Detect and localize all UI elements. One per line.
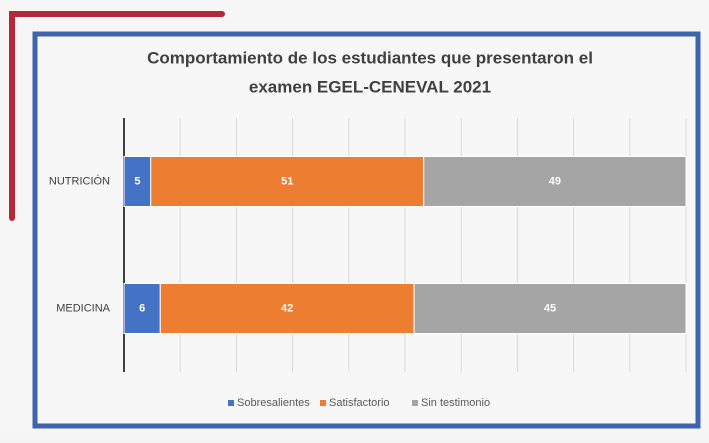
legend-label: Sobresalientes: [237, 397, 310, 409]
y-tick-label: NUTRICIÓN: [49, 174, 110, 187]
bar-segment: [150, 156, 425, 207]
bar-segment: [159, 283, 415, 334]
legend-label: Satisfactorio: [329, 397, 390, 409]
bar-segment: [413, 283, 687, 334]
bar-segment: [423, 156, 687, 207]
bar-segment: [123, 156, 152, 207]
bar-segment: [123, 283, 161, 334]
data-label: 45: [544, 302, 556, 314]
data-label: 49: [549, 175, 561, 187]
legend-swatch: [412, 400, 418, 406]
data-label: 5: [134, 175, 140, 187]
data-label: 6: [139, 302, 145, 314]
data-label: 42: [281, 302, 293, 314]
y-tick-label: MEDICINA: [56, 302, 110, 314]
data-label: 51: [281, 175, 293, 187]
chart-frame: [32, 31, 701, 429]
legend-label: Sin testimonio: [421, 397, 490, 409]
legend-swatch: [228, 400, 234, 406]
chart-title: Comportamiento de los estudiantes que pr…: [147, 48, 593, 67]
legend-swatch: [320, 400, 326, 406]
chart-title: examen EGEL-CENEVAL 2021: [249, 77, 491, 96]
decoration: [9, 11, 225, 221]
